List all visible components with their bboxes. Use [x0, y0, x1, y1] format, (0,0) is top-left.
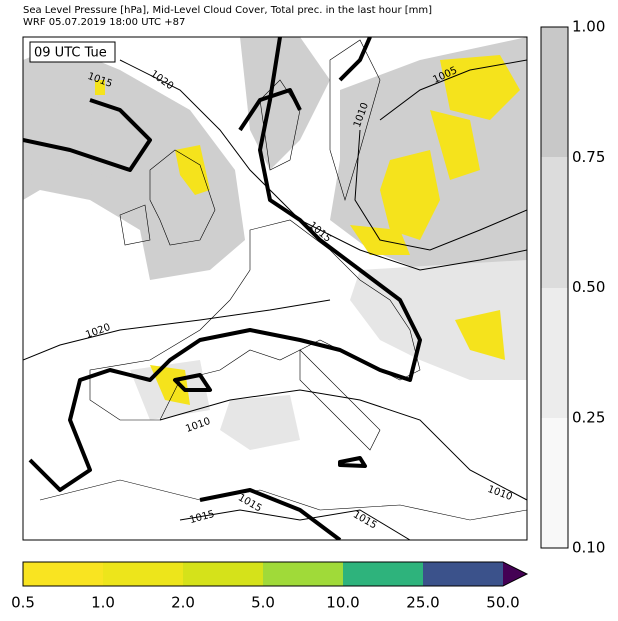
subtitle: WRF 05.07.2019 18:00 UTC +87	[23, 17, 185, 28]
precip-colorbar-label: 50.0	[486, 594, 519, 612]
map-frame	[22, 36, 528, 541]
precip-colorbar-label: 25.0	[406, 594, 439, 612]
precip-colorbar-label: 2.0	[171, 594, 195, 612]
precip-colorbar-label: 5.0	[251, 594, 275, 612]
cloud-colorbar-label: 1.00	[572, 18, 605, 36]
coastlines	[39, 39, 527, 521]
isobars-1015	[23, 37, 422, 540]
time-label: 09 UTC Tue	[34, 46, 107, 61]
precip-colorbar-label: 0.5	[11, 594, 35, 612]
precip-colorbar	[22, 561, 529, 587]
time-box	[29, 41, 116, 63]
cloud-colorbar-label: 0.25	[572, 408, 605, 426]
title: Sea Level Pressure [hPa], Mid-Level Clou…	[23, 5, 432, 16]
map: 1015 1020 1005 1010 1015 1020 1010 1010 …	[23, 37, 527, 540]
precip-colorbar-label: 10.0	[326, 594, 359, 612]
cloud-colorbar-label: 0.50	[572, 278, 605, 296]
precipitation	[95, 55, 520, 405]
cloud-colorbar	[540, 26, 569, 549]
cloud-colorbar-label: 0.75	[572, 148, 605, 166]
cloud-colorbar-label: 0.10	[572, 539, 605, 557]
precip-colorbar-label: 1.0	[91, 594, 115, 612]
